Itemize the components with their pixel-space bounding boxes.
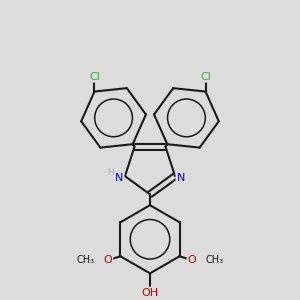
- Text: H: H: [107, 168, 113, 177]
- Text: Cl: Cl: [200, 72, 211, 82]
- Text: N: N: [176, 173, 185, 183]
- Text: O: O: [104, 255, 112, 265]
- Text: O: O: [188, 255, 196, 265]
- Text: CH₃: CH₃: [205, 255, 223, 265]
- Text: N: N: [115, 173, 124, 183]
- Text: CH₃: CH₃: [77, 255, 95, 265]
- Text: OH: OH: [141, 288, 159, 298]
- Text: Cl: Cl: [89, 72, 100, 82]
